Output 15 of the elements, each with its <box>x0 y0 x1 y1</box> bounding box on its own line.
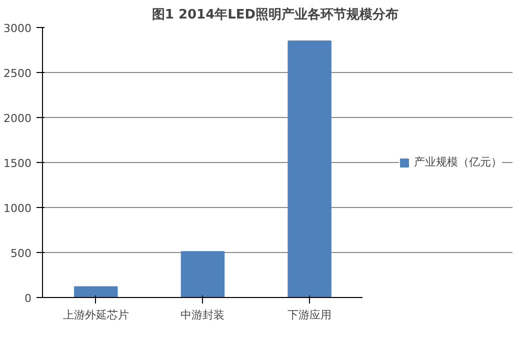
bar <box>180 251 225 298</box>
bar <box>74 286 118 298</box>
x-tick-label: 中游封装 <box>180 308 225 322</box>
y-tick-label: 2000 <box>4 112 32 125</box>
legend-label: 产业规模（亿元） <box>414 154 502 170</box>
y-tick-label: 0 <box>24 292 32 305</box>
x-tick-label: 下游应用 <box>288 308 332 322</box>
y-tick-label: 1500 <box>4 157 32 170</box>
y-tick-label: 3000 <box>4 22 32 35</box>
x-tick-label: 上游外延芯片 <box>62 308 129 322</box>
chart-title: 图1 2014年LED照明产业各环节规模分布 <box>152 6 399 22</box>
y-tick-label: 2500 <box>4 67 32 80</box>
y-tick-label: 1000 <box>4 202 32 215</box>
bar <box>288 40 332 298</box>
y-tick-label: 500 <box>10 247 32 260</box>
